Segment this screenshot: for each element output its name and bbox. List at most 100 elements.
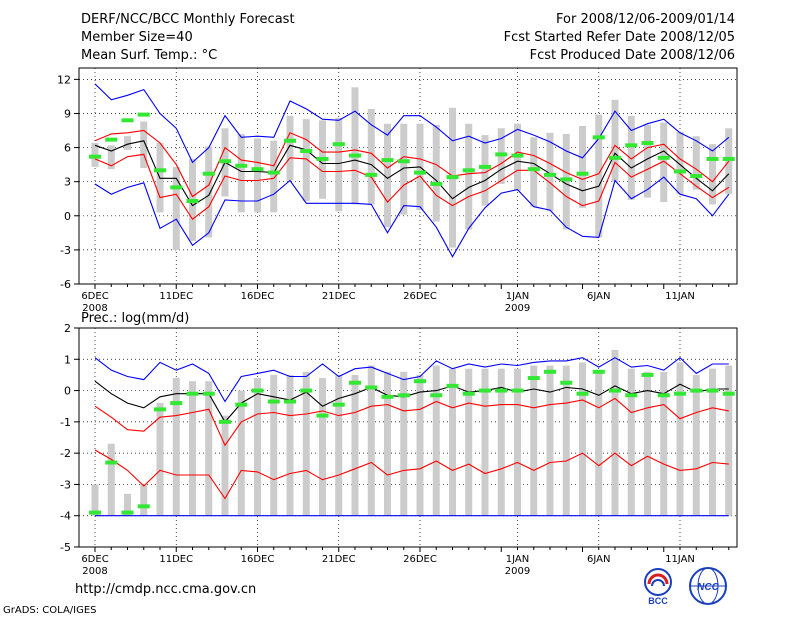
obs-marker <box>170 401 183 406</box>
obs-marker <box>186 391 199 396</box>
spread-bar <box>189 381 196 516</box>
spread-bar <box>302 119 310 202</box>
spread-bar <box>546 365 554 516</box>
obs-marker <box>625 393 638 398</box>
obs-marker <box>300 148 313 153</box>
obs-marker <box>511 388 524 393</box>
series-line-lower <box>94 449 729 500</box>
x-tick-label: 26DEC <box>403 291 437 302</box>
ncc-logo: NCC <box>689 567 727 605</box>
obs-marker <box>609 155 621 160</box>
spread-bar <box>546 132 554 212</box>
obs-marker <box>349 380 361 385</box>
y-tick-label: -3 <box>60 244 71 257</box>
obs-marker <box>235 402 248 407</box>
x-tick-year-label: 2008 <box>82 566 107 577</box>
obs-marker <box>397 159 410 164</box>
precip-panel-title: Prec.: log(mm/d) <box>81 311 189 326</box>
obs-marker <box>121 510 134 515</box>
obs-marker <box>625 143 638 148</box>
obs-marker <box>576 391 589 396</box>
y-tick-label: -6 <box>60 278 71 291</box>
obs-marker <box>154 407 166 412</box>
obs-marker <box>332 142 345 147</box>
x-tick-label: 21DEC <box>322 554 356 565</box>
spread-bar <box>107 443 115 516</box>
bcc-logo-text: BCC <box>648 596 668 606</box>
series-line-lower <box>94 153 730 220</box>
source-url[interactable]: http://cmdp.ncc.cma.gov.cn <box>75 582 257 597</box>
x-tick-year-label: 2009 <box>505 303 530 314</box>
spread-bar <box>351 87 359 205</box>
spread-bar <box>481 135 489 206</box>
obs-marker <box>641 141 654 146</box>
spread-bar <box>335 374 343 516</box>
spread-bar <box>562 133 570 230</box>
chart-title: DERF/NCC/BCC Monthly Forecast <box>81 12 295 27</box>
spread-bar <box>156 403 164 516</box>
spread-bar <box>367 365 375 516</box>
obs-marker <box>154 168 166 173</box>
series-line-max <box>94 356 729 403</box>
obs-marker <box>186 199 199 204</box>
obs-marker <box>690 174 703 178</box>
obs-marker <box>89 154 101 159</box>
spread-bar <box>530 137 538 207</box>
spread-bar <box>367 108 375 205</box>
x-tick-label: 11JAN <box>665 291 695 302</box>
spread-bar <box>384 371 391 516</box>
obs-marker <box>89 510 101 515</box>
obs-marker <box>544 369 556 374</box>
spread-bar <box>725 365 733 516</box>
spread-bar <box>286 115 294 181</box>
series-line-upper <box>94 129 730 198</box>
spread-bar <box>91 484 99 516</box>
spread-bar <box>237 390 245 516</box>
spread-bar <box>384 123 391 228</box>
spread-bar <box>124 493 131 516</box>
spread-bar <box>660 371 668 516</box>
spread-bar <box>562 365 570 516</box>
obs-marker <box>267 399 280 404</box>
obs-marker <box>674 169 686 174</box>
y-tick-label: -2 <box>60 447 71 460</box>
obs-marker <box>462 168 475 173</box>
spread-bar <box>627 115 635 200</box>
plot-frame <box>78 327 738 548</box>
ncc-logo-text: NCC <box>697 582 719 593</box>
spread-bar <box>709 144 716 205</box>
x-tick-label: 6DEC <box>81 554 108 565</box>
x-tick-label: 1JAN <box>506 554 529 565</box>
obs-marker <box>121 118 134 123</box>
obs-marker <box>446 175 459 180</box>
obs-marker <box>706 156 719 161</box>
period-label: For 2008/12/06-2009/01/14 <box>556 12 735 27</box>
spread-bar <box>205 146 213 238</box>
spread-bar <box>465 123 473 230</box>
obs-marker <box>381 158 394 163</box>
obs-marker <box>495 388 508 393</box>
spread-bar <box>107 145 115 170</box>
spread-bar <box>140 121 148 169</box>
started-date-label: Fcst Started Refer Date 2008/12/05 <box>503 30 735 45</box>
series-line-upper <box>94 397 729 447</box>
obs-marker <box>284 399 296 404</box>
obs-marker <box>495 152 508 157</box>
y-tick-label: -4 <box>60 510 71 523</box>
y-tick-label: 3 <box>64 176 71 189</box>
obs-marker <box>300 388 313 393</box>
obs-marker <box>576 171 589 176</box>
obs-marker <box>349 153 361 158</box>
spread-bar <box>676 131 684 195</box>
x-tick-label: 1JAN <box>506 291 529 302</box>
x-tick-label: 21DEC <box>322 291 356 302</box>
spread-bar <box>172 378 180 516</box>
obs-marker <box>657 393 670 398</box>
spread-bar <box>644 371 651 516</box>
obs-marker <box>202 171 215 176</box>
spread-bar <box>497 368 505 516</box>
spread-bar <box>627 368 635 516</box>
obs-marker <box>202 391 215 396</box>
